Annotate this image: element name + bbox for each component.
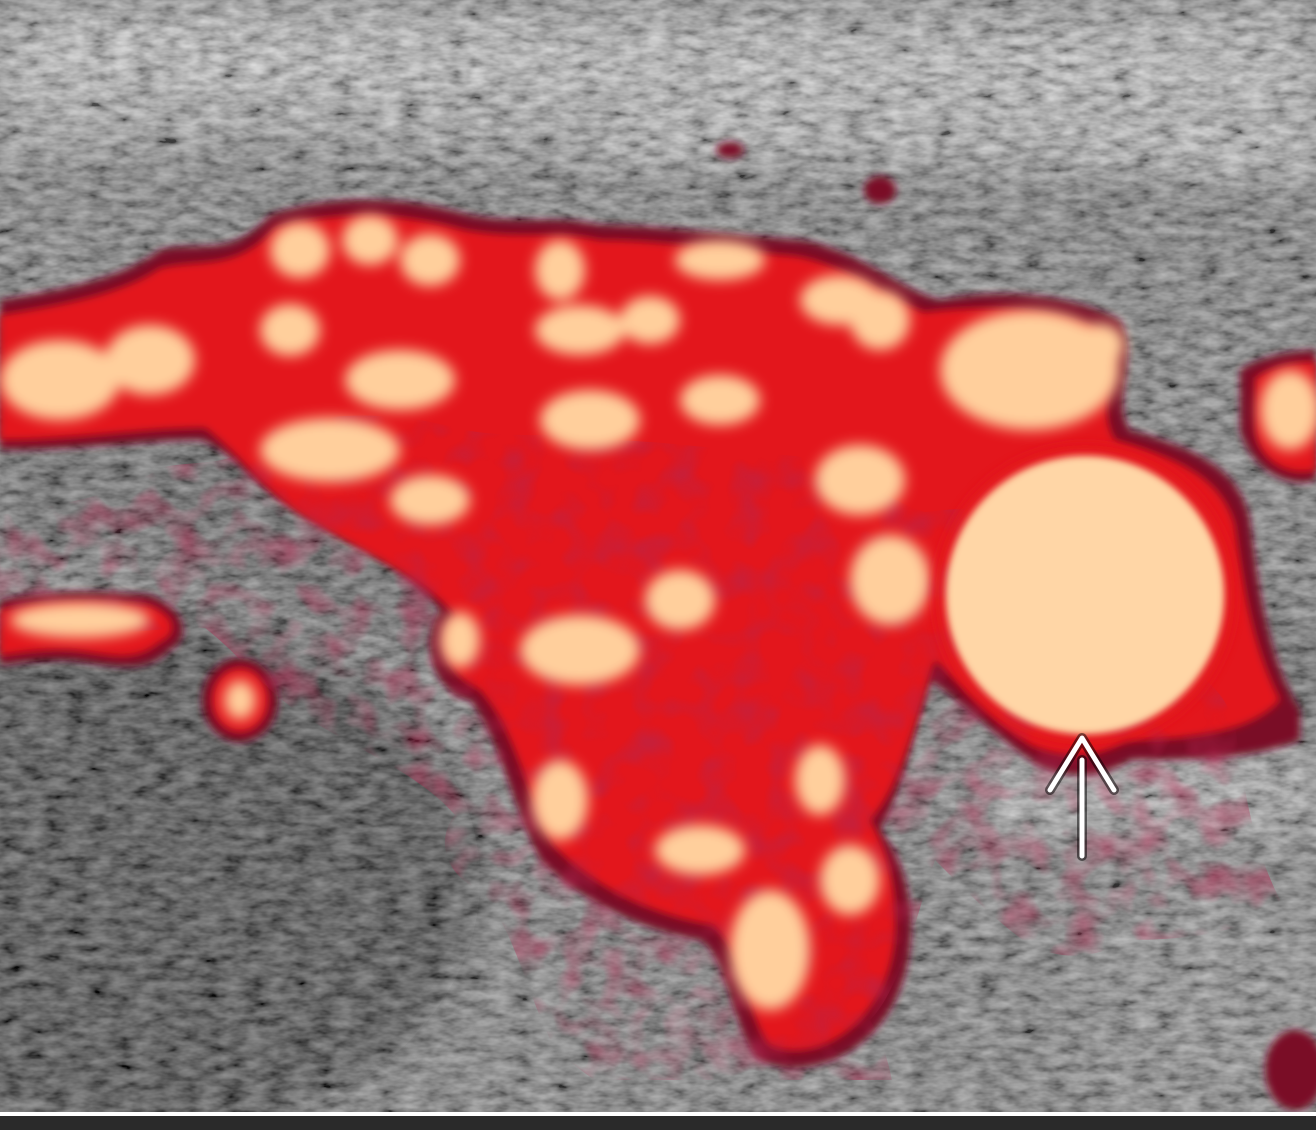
up-arrow-icon <box>1045 733 1119 861</box>
round-hypervascular-lesion <box>945 455 1225 735</box>
bottom-border-line <box>0 1112 1316 1116</box>
